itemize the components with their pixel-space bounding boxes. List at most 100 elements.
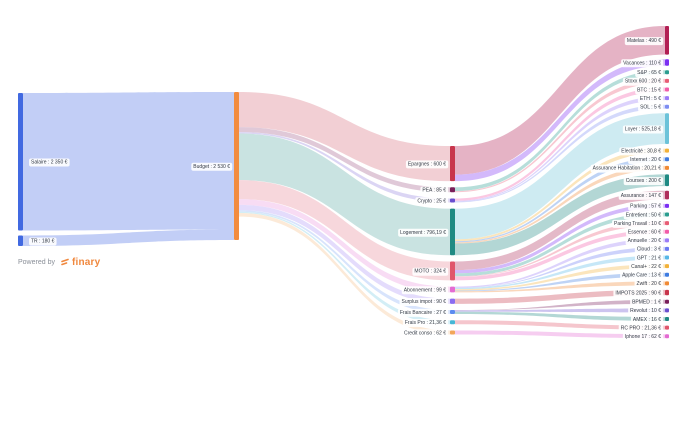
node-bar-matelas[interactable] [665,26,669,55]
node-label-bg [621,59,664,68]
flow-link-logement-loyer[interactable] [455,113,665,240]
flow-link-surplus-impots[interactable] [455,289,665,304]
flow-link-logement-electricite[interactable] [455,148,665,242]
node-label-text: S&P : 65 € [637,70,661,76]
node-bar-rc-pro[interactable] [665,325,669,330]
node-bar-surplus[interactable] [450,298,455,304]
powered-by-branding[interactable]: Powered by finary [18,255,100,269]
flow-link-salaire-budget[interactable] [23,92,234,231]
node-bar-iphone[interactable] [665,334,669,339]
node-label-zwift: Zwift : 20 € [634,280,664,289]
flow-link-budget-logement[interactable] [239,133,450,256]
flow-link-epargnes-matelas[interactable] [455,26,665,175]
node-label-text: SOL : 5 € [640,105,661,111]
node-bar-credit[interactable] [450,330,455,335]
flow-link-abonnement-gpt[interactable] [455,255,665,290]
flow-link-budget-pea[interactable] [239,127,450,193]
node-bar-moto[interactable] [450,261,455,281]
node-bar-logement[interactable] [450,208,455,256]
node-label-text: IMPOTS 2025 : 90 € [615,290,661,296]
flow-link-crypto-sol[interactable] [455,104,665,203]
node-bar-assurance[interactable] [665,190,669,200]
node-bar-entretient[interactable] [665,212,669,217]
flow-link-budget-abonnement[interactable] [239,199,450,293]
flow-link-pea-sp[interactable] [455,70,665,192]
node-label-bg [624,37,664,46]
flow-link-budget-frais-pro[interactable] [239,211,450,325]
flow-link-budget-epargnes[interactable] [239,92,450,182]
flow-link-frais-bancaire-amex[interactable] [455,311,665,321]
node-bar-stoxx[interactable] [665,78,669,83]
node-bar-btc[interactable] [665,87,669,92]
flow-link-moto-parking-travail[interactable] [455,221,665,277]
node-label-internet: Internet : 20 € [628,156,664,165]
node-label-bg [628,202,664,211]
node-bar-gpt[interactable] [665,255,669,260]
node-bar-impots[interactable] [665,289,669,296]
node-label-courses: Courses : 200 € [623,177,664,186]
node-bar-tr[interactable] [18,235,23,247]
flow-link-budget-credit[interactable] [239,212,450,335]
flow-link-budget-frais-bancaire[interactable] [239,210,450,315]
flow-link-abonnement-zwift[interactable] [455,281,665,293]
node-bar-parking[interactable] [665,203,669,208]
node-bar-sol[interactable] [665,104,669,109]
node-bar-bpmed[interactable] [665,299,669,304]
flow-link-logement-courses[interactable] [455,174,665,256]
flow-link-frais-pro-rc-pro[interactable] [455,320,665,330]
flow-link-frais-bancaire-revolut[interactable] [455,308,665,313]
node-bar-internet[interactable] [665,157,669,162]
node-bar-annuelle[interactable] [665,238,669,243]
node-bar-frais-bancaire[interactable] [450,310,455,315]
flow-link-frais-bancaire-bpmed[interactable] [455,299,665,311]
node-bar-parking-travail[interactable] [665,221,669,226]
node-bar-vacances[interactable] [665,59,669,66]
node-bar-budget[interactable] [234,92,239,241]
flow-link-abonnement-canal[interactable] [455,264,665,291]
flow-link-credit-iphone[interactable] [455,330,665,339]
node-label-bg [625,237,664,246]
flow-link-moto-parking[interactable] [455,203,665,274]
node-bar-amex[interactable] [665,316,669,321]
flow-link-abonnement-cloud[interactable] [455,246,665,288]
node-label-electricite: Electricité : 30,8 € [619,147,664,156]
flow-link-logement-internet[interactable] [455,157,665,243]
node-bar-eth[interactable] [665,96,669,101]
node-bar-assurance-hab[interactable] [665,165,669,170]
flow-link-crypto-btc[interactable] [455,87,665,201]
node-bar-loyer[interactable] [665,113,669,145]
flow-link-tr-budget[interactable] [23,229,234,247]
node-bar-apple-care[interactable] [665,272,669,277]
node-bar-pea[interactable] [450,187,455,193]
flow-link-pea-stoxx[interactable] [455,78,665,193]
flow-link-budget-moto[interactable] [239,180,450,281]
node-label-bg [191,162,233,171]
flow-link-budget-crypto[interactable] [239,132,450,203]
flow-link-abonnement-apple-care[interactable] [455,272,665,292]
node-bar-zwift[interactable] [665,281,669,286]
flow-link-moto-entretient[interactable] [455,212,665,277]
node-bar-abonnement[interactable] [450,286,455,293]
node-bar-epargnes[interactable] [450,146,455,182]
node-label-bg [622,125,664,134]
node-label-text: Salaire : 2 350 € [31,160,68,166]
node-bar-cloud[interactable] [665,246,669,251]
flow-link-moto-essence[interactable] [455,229,665,281]
node-bar-courses[interactable] [665,174,669,187]
node-bar-canal[interactable] [665,264,669,269]
node-bar-revolut[interactable] [665,308,669,313]
flow-link-epargnes-vacances[interactable] [455,59,665,182]
flow-link-crypto-eth[interactable] [455,96,665,202]
flow-link-logement-assurance-hab[interactable] [455,165,665,244]
node-bar-essence[interactable] [665,229,669,234]
node-label-impots: IMPOTS 2025 : 90 € [613,289,664,298]
node-bar-crypto[interactable] [450,198,455,203]
flow-link-abonnement-annuelle[interactable] [455,238,665,288]
node-bar-salaire[interactable] [18,93,23,231]
node-bar-sp[interactable] [665,70,669,75]
node-bar-electricite[interactable] [665,148,669,153]
node-bar-frais-pro[interactable] [450,320,455,325]
flow-link-moto-assurance[interactable] [455,190,665,271]
flow-link-budget-surplus[interactable] [239,204,450,304]
node-label-bg [630,315,664,324]
